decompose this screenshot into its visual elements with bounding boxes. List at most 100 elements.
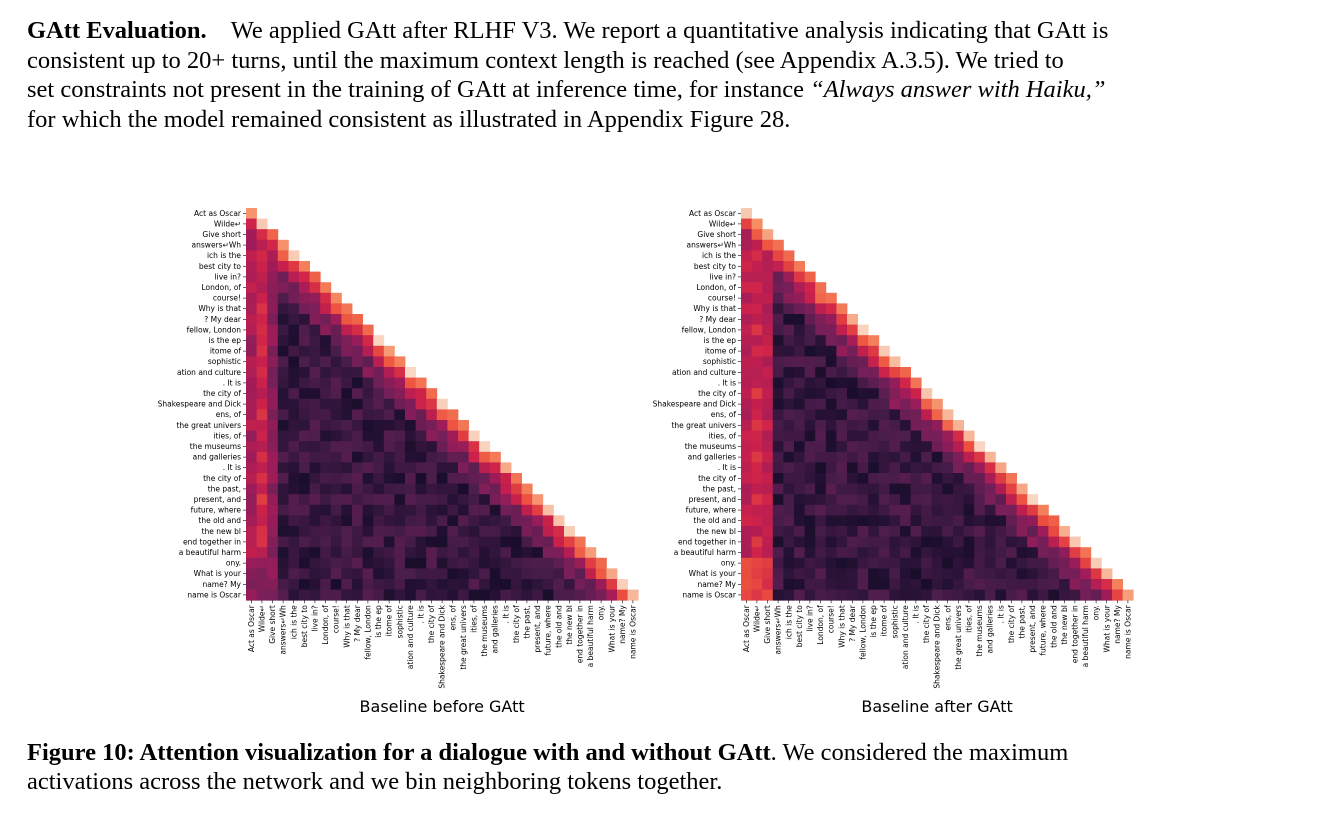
heatmap-cell: [751, 335, 763, 347]
heatmap-cell: [815, 356, 827, 368]
heatmap-cell: [1069, 579, 1081, 590]
heatmap-cell: [468, 526, 480, 537]
heatmap-cell: [751, 229, 763, 241]
heatmap-cell: [815, 335, 827, 347]
heatmap-cell: [299, 314, 310, 325]
heatmap-cell: [383, 430, 395, 442]
heatmap-cell: [479, 526, 491, 537]
heatmap-cell: [878, 388, 890, 400]
heatmap-cell: [910, 462, 922, 474]
heatmap-cell: [1006, 557, 1017, 569]
heatmap-cell: [341, 356, 353, 368]
heatmap-cell: [458, 473, 469, 484]
heatmap-cell: [963, 451, 975, 463]
heatmap-cell: [751, 430, 763, 442]
heatmap-cell: [953, 430, 964, 442]
heatmap-cell: [246, 536, 257, 548]
heatmap-cell: [1101, 579, 1113, 590]
heatmap-cell: [889, 451, 901, 463]
heatmap-cell: [299, 451, 310, 463]
x-tick-label: ens, of: [943, 605, 952, 631]
heatmap-cell: [783, 303, 795, 315]
heatmap-cell: [458, 515, 469, 527]
heatmap-cell: [299, 292, 310, 304]
heatmap-cell: [532, 557, 544, 569]
heatmap-cell: [794, 589, 805, 601]
heatmap-cell: [921, 557, 933, 569]
heatmap-cell: [783, 473, 795, 484]
heatmap-cell: [405, 451, 416, 463]
heatmap-cell: [511, 526, 522, 537]
heatmap-cell: [921, 526, 933, 537]
x-tick-label: . It is: [912, 605, 921, 623]
x-tick-label: ? My dear: [848, 604, 857, 642]
heatmap-cell: [564, 568, 575, 580]
heatmap-cell: [352, 451, 363, 463]
heatmap-cell: [921, 589, 933, 601]
heatmap-cell: [942, 536, 954, 548]
heatmap-cell: [751, 324, 763, 336]
heatmap-cell: [910, 377, 922, 389]
x-tick-label: best city to: [300, 605, 309, 648]
heatmap-cell: [836, 483, 848, 495]
heatmap-cell: [574, 579, 586, 590]
heatmap-cell: [783, 356, 795, 368]
heatmap-cell: [256, 579, 268, 590]
heatmap-cell: [857, 345, 869, 357]
x-tick-label: name is Oscar: [629, 604, 638, 659]
heatmap-cell: [741, 229, 752, 241]
heatmap-cell: [762, 451, 774, 463]
heatmap-cell: [741, 536, 752, 548]
heatmap-cell: [804, 345, 816, 357]
heatmap-cell: [246, 589, 257, 601]
heatmap-cell: [373, 557, 385, 569]
heatmap-cell: [267, 377, 279, 389]
heatmap-cell: [772, 441, 784, 453]
heatmap-cell: [246, 579, 257, 590]
heatmap-cell: [825, 377, 837, 389]
heatmap-cell: [762, 494, 774, 506]
heatmap-cell: [267, 557, 279, 569]
heatmap-cell: [1048, 568, 1060, 580]
heatmap-cell: [532, 515, 544, 527]
heatmap-cell: [847, 335, 858, 347]
heatmap-cell: [900, 430, 911, 442]
heatmap-cell: [362, 494, 374, 506]
heatmap-cell: [741, 473, 752, 484]
heatmap-cell: [468, 557, 480, 569]
paragraph-italic-quote: “Always answer with Haiku,”: [810, 76, 1106, 103]
heatmap-cell: [267, 589, 279, 601]
heatmap-cell: [277, 483, 289, 495]
heatmap-cell: [299, 324, 310, 336]
heatmap-cell: [288, 526, 300, 537]
heatmap-cell: [373, 367, 385, 378]
heatmap-cell: [794, 515, 805, 527]
heatmap-cell: [542, 547, 554, 559]
heatmap-cell: [868, 494, 880, 506]
heatmap-cell: [405, 462, 416, 474]
heatmap-cell: [564, 547, 575, 559]
heatmap-cell: [1059, 589, 1070, 601]
y-tick-label: present, and: [194, 495, 242, 504]
heatmap-cell: [878, 589, 890, 601]
heatmap-cell: [868, 398, 880, 410]
heatmap-cell: [277, 314, 289, 325]
heatmap-cell: [447, 430, 459, 442]
heatmap-cell: [1027, 526, 1039, 537]
heatmap-cell: [288, 409, 300, 421]
heatmap-cell: [815, 345, 827, 357]
heatmap-cell: [984, 494, 996, 506]
heatmap-cell: [878, 536, 890, 548]
heatmap-cell: [995, 536, 1007, 548]
heatmap-cell: [921, 409, 933, 421]
x-tick-label: live in?: [806, 605, 815, 631]
heatmap-cell: [553, 568, 565, 580]
heatmap-cell: [815, 526, 827, 537]
heatmap-cell: [352, 420, 363, 431]
heatmap-cell: [585, 557, 597, 569]
heatmap-cell: [489, 451, 501, 463]
heatmap-cell: [415, 430, 427, 442]
heatmap-cell: [910, 409, 922, 421]
heatmap-cell: [394, 451, 406, 463]
heatmap-cell: [500, 526, 512, 537]
